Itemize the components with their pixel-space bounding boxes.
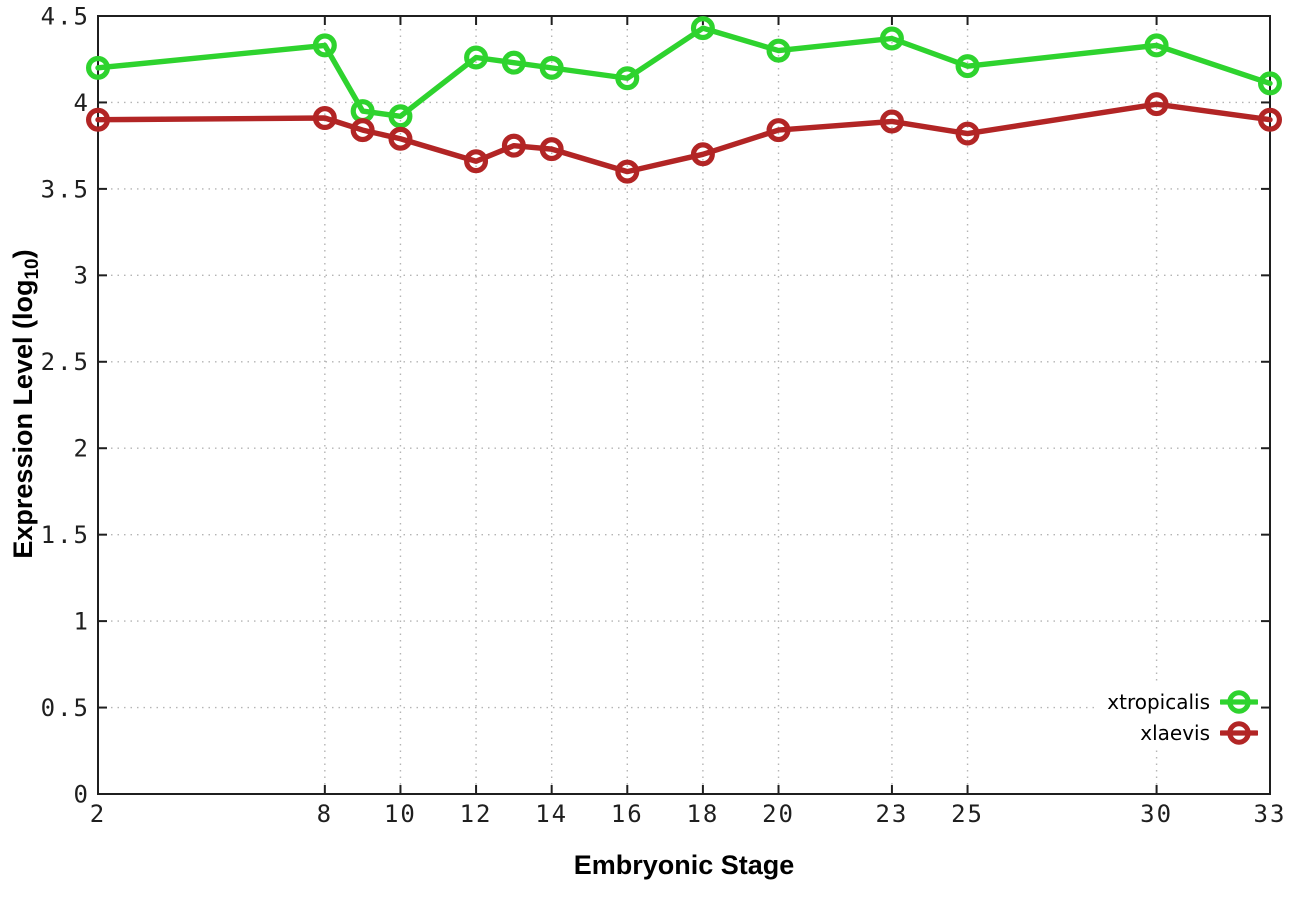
legend-marker-xlaevis xyxy=(1220,720,1258,745)
x-tick-label: 33 xyxy=(1254,800,1287,828)
data-point-xlaevis xyxy=(388,126,413,151)
data-point-xtropicalis xyxy=(539,55,564,80)
data-point-xtropicalis xyxy=(766,38,791,63)
data-point-xtropicalis xyxy=(312,33,337,58)
y-tick-label: 2.5 xyxy=(41,348,90,376)
legend-point-icon xyxy=(1227,689,1251,714)
data-point-xtropicalis xyxy=(464,45,489,70)
data-point-xtropicalis xyxy=(501,50,526,75)
data-point-xlaevis xyxy=(955,121,980,146)
data-point-xlaevis xyxy=(690,142,715,167)
y-tick-label: 4.5 xyxy=(41,2,90,30)
x-tick-label: 25 xyxy=(951,800,984,828)
legend-label-xtropicalis: xtropicalis xyxy=(1107,689,1210,714)
legend-label-xlaevis: xlaevis xyxy=(1140,720,1210,745)
data-point-xtropicalis xyxy=(615,66,640,91)
data-point-xtropicalis xyxy=(955,54,980,79)
y-tick-label: 2 xyxy=(74,435,90,463)
plot-border xyxy=(97,15,1271,795)
data-point-xlaevis xyxy=(501,133,526,158)
data-point-xlaevis xyxy=(312,106,337,131)
y-tick-label: 0 xyxy=(74,780,90,808)
y-tick-label: 3 xyxy=(74,262,90,290)
y-axis-title: Expression Level (log10) xyxy=(8,249,44,558)
x-tick-label: 14 xyxy=(535,800,568,828)
y-axis-title-main: Expression Level (log xyxy=(7,279,38,559)
x-tick-label: 18 xyxy=(686,800,719,828)
legend: xtropicalis xlaevis xyxy=(1095,684,1258,750)
data-point-xlaevis xyxy=(1144,92,1169,117)
legend-marker-xtropicalis xyxy=(1220,689,1258,714)
series-line-xlaevis xyxy=(95,101,1273,175)
x-tick-label: 8 xyxy=(317,800,333,828)
legend-point-icon xyxy=(1227,720,1251,745)
y-axis-title-sub: 10 xyxy=(22,258,44,280)
x-axis-title: Embryonic Stage xyxy=(573,850,795,880)
x-tick-label: 30 xyxy=(1140,800,1173,828)
y-tick-label: 1.5 xyxy=(41,521,90,549)
x-tick-label: 12 xyxy=(460,800,493,828)
y-tick-label: 4 xyxy=(74,89,90,117)
y-axis-title-end: ) xyxy=(7,249,38,259)
data-point-xlaevis xyxy=(1257,107,1282,132)
x-tick-label: 23 xyxy=(875,800,908,828)
data-point-xlaevis xyxy=(85,107,110,132)
data-point-xlaevis xyxy=(879,109,904,134)
data-point-xtropicalis xyxy=(690,16,715,41)
data-point-xtropicalis xyxy=(85,55,110,80)
data-point-xlaevis xyxy=(350,118,375,143)
legend-item-xtropicalis: xtropicalis xyxy=(1107,686,1258,717)
data-point-xlaevis xyxy=(539,137,564,162)
x-tick-label: 2 xyxy=(90,800,106,828)
x-tick-label: 20 xyxy=(762,800,795,828)
legend-item-xlaevis: xlaevis xyxy=(1107,717,1258,748)
data-point-xtropicalis xyxy=(1257,71,1282,96)
data-point-xtropicalis xyxy=(1144,33,1169,58)
y-tick-label: 0.5 xyxy=(41,694,90,722)
data-point-xlaevis xyxy=(615,159,640,184)
data-point-xlaevis xyxy=(766,118,791,143)
data-point-xtropicalis xyxy=(388,104,413,129)
x-tick-label: 16 xyxy=(611,800,644,828)
series-line-xtropicalis xyxy=(95,25,1273,119)
data-point-xlaevis xyxy=(464,149,489,174)
y-tick-label: 3.5 xyxy=(41,175,90,203)
y-tick-label: 1 xyxy=(74,608,90,636)
data-point-xtropicalis xyxy=(879,26,904,51)
x-tick-label: 10 xyxy=(384,800,417,828)
